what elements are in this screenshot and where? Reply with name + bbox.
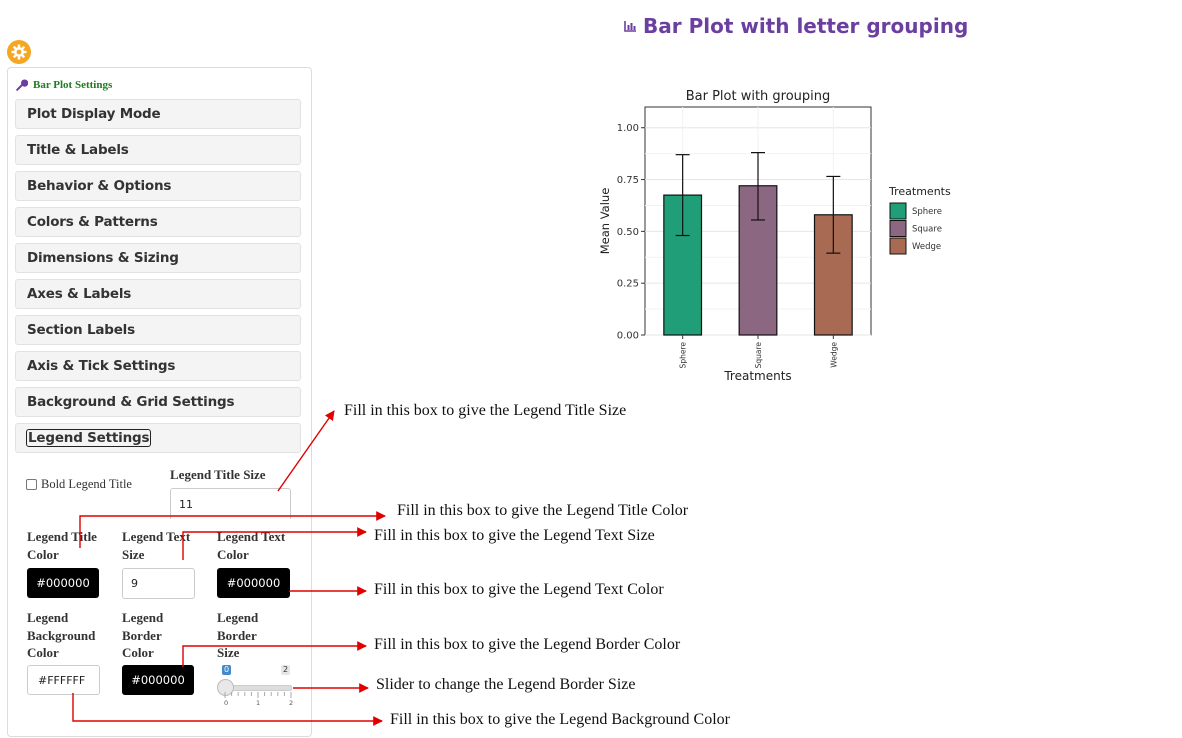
legend-title-size-label: Legend Title Size <box>170 467 266 482</box>
legend: Sphere Square Wedge <box>889 202 942 255</box>
annotation-legend-background-color: Fill in this box to give the Legend Back… <box>390 711 730 728</box>
legend-border-color-picker[interactable]: #000000 <box>122 665 194 695</box>
legend-title-size-input[interactable]: 11 <box>170 488 291 519</box>
page-heading-text: Bar Plot with letter grouping <box>643 14 969 38</box>
section-section-labels[interactable]: Section Labels <box>15 315 301 345</box>
section-label: Axis & Tick Settings <box>27 358 176 374</box>
panel-title-text: Bar Plot Settings <box>33 79 113 91</box>
section-label: Dimensions & Sizing <box>27 250 179 266</box>
slider-current-badge: 0 <box>222 665 232 675</box>
legend-label: Wedge <box>912 242 941 252</box>
arrow-title-size <box>277 410 335 492</box>
bar-chart: Bar Plot with grouping 0.00 0.25 0.50 0.75 1… <box>598 89 951 383</box>
section-plot-display-mode[interactable]: Plot Display Mode <box>15 99 301 129</box>
legend-title-color-value: #000000 <box>36 576 90 590</box>
legend-text-size-value: 9 <box>131 577 138 590</box>
section-label: Behavior & Options <box>27 178 172 194</box>
x-axis-label: Treatments <box>723 369 791 383</box>
legend-border-color-label: Legend Border Color <box>122 610 164 660</box>
legend-key-sphere <box>889 202 907 220</box>
legend-text-color-value: #000000 <box>226 576 281 590</box>
legend-label: Sphere <box>912 207 942 217</box>
y-tick-label: 0.25 <box>617 279 639 290</box>
section-label: Legend Settings <box>25 429 152 447</box>
legend-text-size-input[interactable]: 9 <box>122 568 195 599</box>
y-axis-label: Mean Value <box>598 188 612 255</box>
bold-legend-title-checkbox[interactable]: Bold Legend Title <box>26 477 132 492</box>
legend-text-color-picker[interactable]: #000000 <box>217 568 290 598</box>
bold-legend-title-label: Bold Legend Title <box>41 477 132 491</box>
annotation-legend-text-size: Fill in this box to give the Legend Text… <box>374 527 655 544</box>
checkbox-box[interactable] <box>26 479 37 490</box>
arrow-text-size <box>182 527 367 560</box>
legend-label: Square <box>912 225 942 235</box>
section-axes-labels[interactable]: Axes & Labels <box>15 279 301 309</box>
section-label: Section Labels <box>27 322 135 338</box>
settings-panel: Bar Plot Settings Plot Display Mode Titl… <box>7 67 312 737</box>
slider-max-badge: 2 <box>281 665 291 675</box>
arrow-title-color <box>79 511 386 548</box>
y-ticks: 0.00 0.25 0.50 0.75 1.00 <box>617 123 645 342</box>
annotation-legend-border-color: Fill in this box to give the Legend Bord… <box>374 636 681 653</box>
legend-key-wedge <box>889 237 907 255</box>
legend-text-size-label: Legend Text Size <box>122 529 191 562</box>
slider-ticks <box>224 692 292 698</box>
legend-key-square <box>889 220 907 237</box>
y-tick-label: 0.00 <box>617 331 639 342</box>
y-tick-label: 0.50 <box>617 227 639 238</box>
panel-title: Bar Plot Settings <box>16 79 112 91</box>
bar-chart-icon <box>624 21 636 32</box>
x-tick-label: Square <box>754 342 763 369</box>
arrow-background-color <box>72 693 383 726</box>
slider-tick-0: 0 <box>224 699 229 707</box>
slider-tick-2: 2 <box>289 699 294 707</box>
legend-title-size-value: 11 <box>179 497 193 511</box>
section-label: Title & Labels <box>27 142 129 158</box>
section-label: Background & Grid Settings <box>27 394 235 410</box>
legend-text-color-label: Legend Text Color <box>217 529 286 562</box>
x-tick-label: Sphere <box>679 342 688 369</box>
annotation-legend-text-color: Fill in this box to give the Legend Text… <box>374 581 664 598</box>
annotation-legend-title-size: Fill in this box to give the Legend Titl… <box>344 402 627 419</box>
section-background-grid-settings[interactable]: Background & Grid Settings <box>15 387 301 417</box>
annotation-legend-border-size: Slider to change the Legend Border Size <box>376 676 636 693</box>
y-tick-label: 0.75 <box>617 175 639 186</box>
gear-icon <box>11 44 27 60</box>
section-axis-tick-settings[interactable]: Axis & Tick Settings <box>15 351 301 381</box>
section-legend-settings[interactable]: Legend Settings <box>15 423 301 453</box>
section-behavior-options[interactable]: Behavior & Options <box>15 171 301 201</box>
x-tick-label: Wedge <box>829 342 838 368</box>
legend-border-size-label: Legend Border Size <box>217 610 259 660</box>
page-heading: Bar Plot with letter grouping <box>624 14 968 38</box>
section-title-labels[interactable]: Title & Labels <box>15 135 301 165</box>
legend-border-color-value: #000000 <box>131 673 185 687</box>
legend-background-color-input[interactable]: #FFFFFF <box>27 665 100 695</box>
legend-background-color-value: #FFFFFF <box>38 673 86 687</box>
slider-tick-1: 1 <box>256 699 261 707</box>
y-tick-label: 1.00 <box>617 123 639 134</box>
section-label: Axes & Labels <box>27 286 132 302</box>
annotation-legend-title-color: Fill in this box to give the Legend Titl… <box>397 502 689 519</box>
arrow-border-color <box>182 641 367 667</box>
x-ticks: Sphere Square Wedge <box>679 335 838 369</box>
legend-title: Treatments <box>888 185 951 198</box>
section-colors-patterns[interactable]: Colors & Patterns <box>15 207 301 237</box>
bars-group <box>663 151 853 336</box>
wrench-icon <box>16 79 28 91</box>
chart-title: Bar Plot with grouping <box>686 89 831 104</box>
section-label: Plot Display Mode <box>27 106 161 122</box>
legend-background-color-label: Legend Background Color <box>27 610 96 660</box>
section-label: Colors & Patterns <box>27 214 158 230</box>
legend-title-color-picker[interactable]: #000000 <box>27 568 99 598</box>
section-dimensions-sizing[interactable]: Dimensions & Sizing <box>15 243 301 273</box>
settings-gear-button[interactable] <box>7 40 31 64</box>
